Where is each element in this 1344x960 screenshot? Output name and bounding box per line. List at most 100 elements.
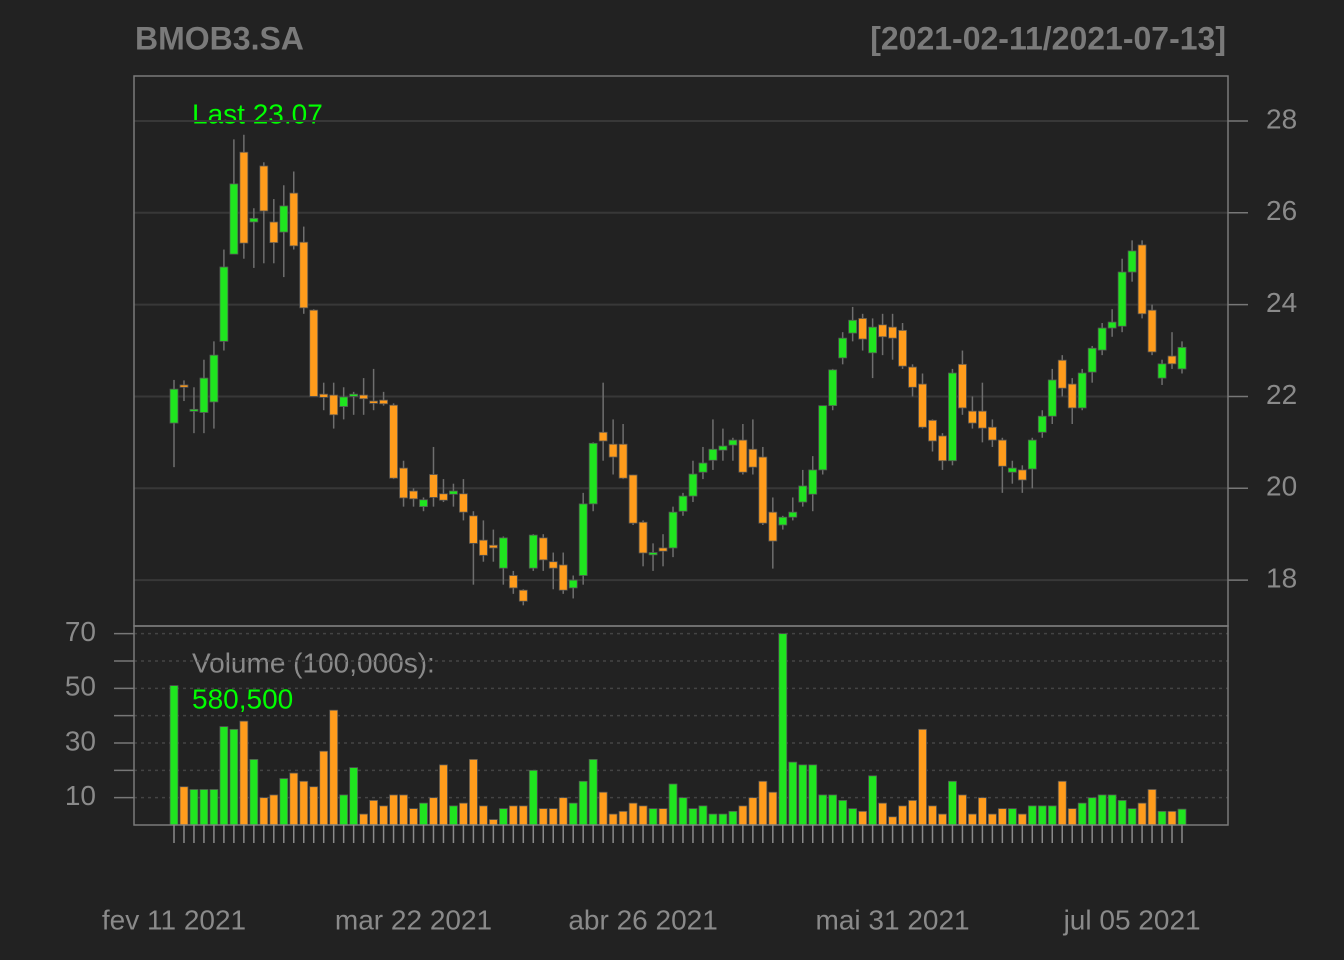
volume-bar [618,810,628,826]
y-tick-label: 18 [1266,562,1297,593]
candle-body [718,445,728,451]
volume-bar [708,813,718,826]
volume-bar [868,775,878,826]
candle-body [698,462,708,473]
candle-body [898,329,907,367]
volume-bar [668,783,678,826]
volume-bar [289,772,299,826]
candle-body [1037,415,1047,433]
y-tick-label: 24 [1266,287,1297,318]
candle-body [1177,346,1187,370]
volume-bar [828,794,838,826]
candle-body [389,404,398,479]
y-tick-label: 28 [1266,103,1297,134]
candle-body [359,394,369,400]
candle-body [708,448,718,461]
candle-body [608,443,618,458]
y-tick-label: 70 [65,616,96,647]
candle-body [848,319,858,334]
volume-bar [938,813,947,826]
candle-body [439,493,448,501]
volume-bar [568,802,578,826]
volume-bar [1117,799,1127,826]
volume-bar [997,808,1007,826]
volume-bar [928,805,937,826]
volume-bar [1167,810,1177,826]
volume-bar [968,813,977,826]
volume-bar [987,813,997,826]
candle-body [678,495,688,512]
y-tick-label: 30 [65,725,96,756]
candle-body [409,490,418,500]
candle-body [379,399,388,405]
candle-body [658,547,668,552]
volume-bar [189,789,199,826]
volume-bar [459,802,468,826]
volume-bar [1037,805,1047,826]
volume-bar [1047,805,1057,826]
volume-bar [269,794,279,826]
volume-bar [449,805,458,826]
candle-body [1107,321,1117,329]
volume-bar [259,797,269,826]
volume-bar [1177,808,1187,826]
volume-bar [209,789,219,826]
candle-body [1167,355,1177,365]
candle-body [618,443,628,479]
volume-bar [319,750,329,826]
volume-bar [279,778,289,826]
candle-body [179,384,189,388]
volume-bar [948,780,957,826]
volume-bar [658,808,668,826]
volume-bar [848,808,858,826]
volume-bar [518,805,528,826]
volume-bar [858,810,868,826]
volume-bar [1057,780,1067,826]
candle-body [1047,379,1057,417]
x-tick-label: mai 31 2021 [816,904,970,935]
candle-body [219,266,229,342]
volume-annotation: Volume (100,000s): [192,647,435,678]
volume-bar [908,799,917,826]
volume-bar [638,805,648,826]
volume-bar [429,797,438,826]
y-tick-label: 20 [1266,471,1297,502]
candle-body [419,499,428,508]
volume-bar [558,797,568,826]
candle-body [349,393,359,397]
candle-body [918,383,927,428]
volume-bar [179,786,189,826]
candle-body [329,394,339,416]
candle-body [249,217,259,223]
candle-body [279,205,289,233]
candle-body [628,474,638,524]
chart-subtitle: [2021-02-11/2021-07-13] [870,20,1226,56]
volume-bar [498,808,508,826]
candle-body [239,151,249,244]
volume-bar [898,805,907,826]
candle-body [169,388,179,424]
candle-body [778,516,788,526]
volume-bar [339,794,349,826]
volume-bar [738,805,748,826]
candle-body [808,469,818,495]
candle-body [948,372,957,462]
last-annotation: Last 23.07 [192,98,323,129]
volume-bar [1157,810,1167,826]
volume-bar [728,810,738,826]
volume-bar [508,805,518,826]
candle-body [768,511,778,542]
volume-bar [598,791,608,826]
volume-bar [548,808,558,826]
candle-body [1027,439,1037,470]
candle-body [189,408,199,412]
candle-body [598,431,608,442]
candle-body [1077,372,1087,409]
volume-bar [409,808,418,826]
x-tick-label: jul 05 2021 [1063,904,1201,935]
candle-body [459,493,468,513]
volume-bar [1147,789,1157,826]
volume-bar [199,789,209,826]
candle-body [748,448,758,468]
